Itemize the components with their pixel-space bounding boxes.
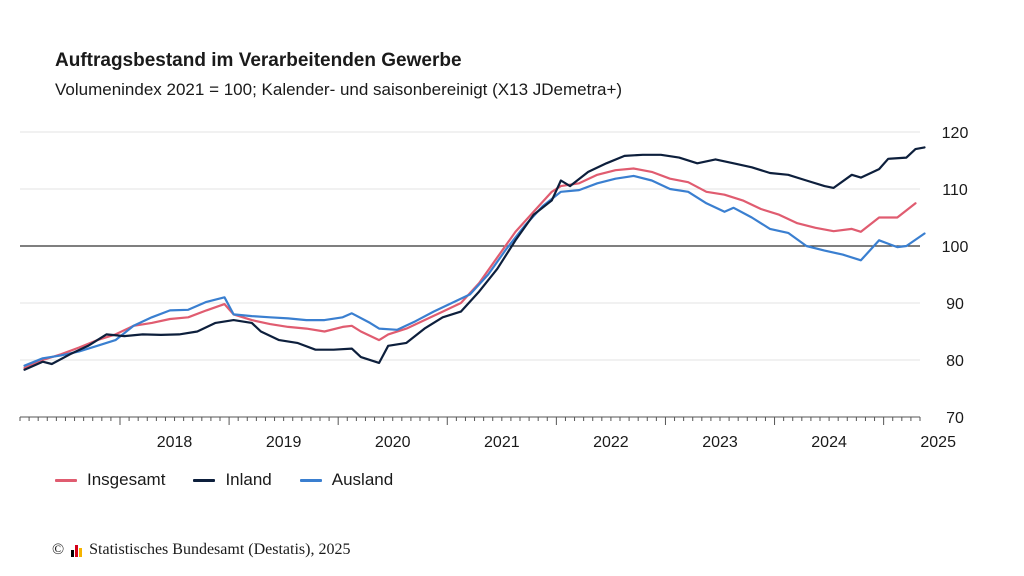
chart-subtitle: Volumenindex 2021 = 100; Kalender- und s… (55, 80, 623, 99)
legend-item-insgesamt[interactable]: Insgesamt (55, 470, 165, 490)
x-tick-label-2018: 2018 (157, 434, 193, 451)
y-tick-label: 80 (946, 353, 964, 370)
y-tick-label: 100 (942, 239, 969, 256)
copyright-symbol: © (52, 541, 65, 558)
series-line-insgesamt (23, 167, 917, 370)
legend-item-ausland[interactable]: Ausland (299, 470, 394, 490)
legend-swatch-ausland (299, 478, 322, 482)
legend-label-ausland: Ausland (331, 470, 394, 489)
x-tick-label-2024: 2024 (811, 434, 847, 451)
y-tick-label: 70 (946, 410, 964, 427)
x-tick-label-2022: 2022 (593, 434, 629, 451)
x-tick-label-2023: 2023 (702, 434, 738, 451)
legend-swatch-insgesamt (55, 478, 77, 482)
source-text: Statistisches Bundesamt (Destatis), 2025 (89, 541, 351, 558)
destatis-logo-icon (71, 544, 83, 557)
x-tick-label-2025: 2025 (920, 434, 956, 451)
y-tick-label: 90 (946, 296, 964, 313)
y-tick-label: 110 (942, 182, 968, 199)
x-tick-label-2020: 2020 (375, 434, 411, 451)
legend: Insgesamt Inland Ausland (55, 470, 393, 490)
x-tick-label-2019: 2019 (266, 434, 302, 451)
x-tick-label-2021: 2021 (484, 434, 520, 451)
legend-item-inland[interactable]: Inland (193, 470, 272, 490)
series-line-ausland (23, 174, 926, 367)
source-footer: © Statistisches Bundesamt (Destatis), 20… (52, 541, 350, 559)
legend-label-insgesamt: Insgesamt (87, 470, 166, 489)
legend-swatch-inland (193, 478, 216, 482)
chart-title: Auftragsbestand im Verarbeitenden Gewerb… (55, 50, 462, 71)
legend-label-inland: Inland (225, 470, 272, 489)
y-tick-label: 120 (942, 125, 969, 142)
series-line-inland (23, 146, 926, 371)
